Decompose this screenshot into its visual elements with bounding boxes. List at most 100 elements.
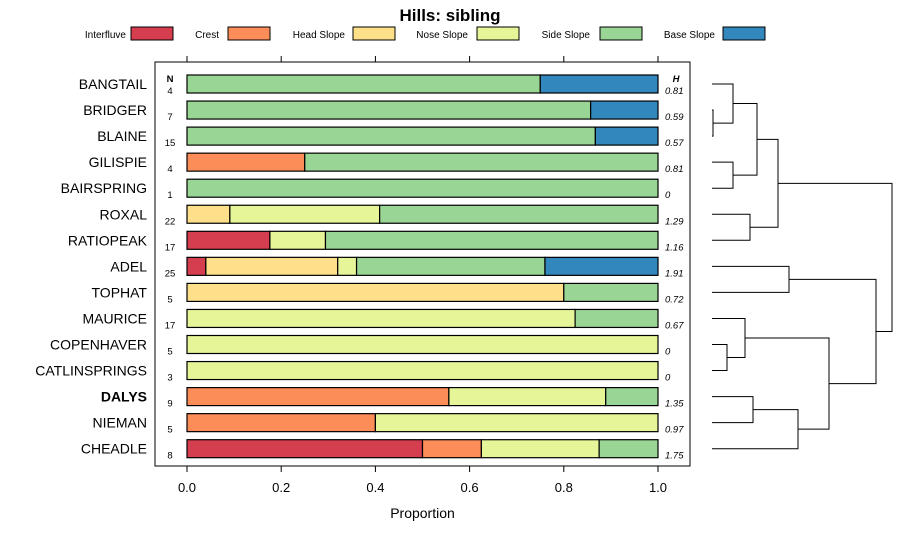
x-tick-label-4: 0.8	[555, 480, 573, 495]
dendrogram-link-9	[712, 409, 799, 450]
dendrogram-link-3	[733, 103, 758, 176]
row-h-copenhaver: 0	[665, 347, 671, 358]
dendrogram-link-4	[712, 213, 751, 241]
row-n-blaine: 15	[165, 138, 176, 149]
row-label-adel: ADEL	[110, 258, 147, 274]
dendrogram-link-11	[712, 265, 790, 293]
bar-segment-bridger-5	[590, 100, 659, 120]
row-n-tophat: 5	[167, 294, 172, 305]
row-n-dalys: 9	[167, 399, 172, 410]
row-label-cheadle: CHEADLE	[81, 441, 147, 457]
x-tick-label-3: 0.6	[461, 480, 479, 495]
bar-segment-cheadle-4	[598, 439, 659, 459]
row-label-copenhaver: COPENHAVER	[50, 337, 147, 353]
bar-segment-roxal-3	[229, 204, 381, 224]
legend: Interfluve Crest Head Slope Nose Slope Side …	[85, 26, 766, 41]
bar-segment-dalys-3	[448, 387, 607, 407]
bar-segment-cheadle-3	[480, 439, 600, 459]
dendrogram-link-8	[712, 396, 754, 424]
bar-segment-ratiopeak-3	[269, 230, 327, 250]
row-h-catlinsprings: 0	[665, 373, 671, 384]
row-label-catlinsprings: CATLINSPRINGS	[35, 363, 147, 379]
bar-segment-maurice-4	[574, 308, 659, 329]
bar-segment-bangtail-4	[186, 74, 541, 94]
h-column-header: H	[673, 74, 681, 85]
row-h-nieman: 0.97	[665, 425, 684, 436]
row-h-roxal: 1.29	[665, 216, 684, 227]
legend-label-0: Interfluve	[85, 30, 127, 41]
row-label-nieman: NIEMAN	[93, 415, 147, 431]
dendrogram-link-5	[750, 138, 779, 228]
x-tick-label-0: 0.0	[178, 480, 196, 495]
row-h-maurice: 0.67	[665, 320, 684, 331]
bar-segment-copenhaver-3	[186, 334, 659, 355]
bar-segment-nieman-3	[374, 413, 659, 433]
bar-segment-blaine-5	[594, 126, 659, 146]
dendrogram-link-0	[712, 109, 714, 137]
x-axis-title: Proportion	[390, 505, 455, 521]
dendrogram-link-7	[712, 317, 746, 359]
row-label-bangtail: BANGTAIL	[79, 76, 147, 92]
bar-segment-roxal-4	[379, 204, 659, 224]
row-n-gilispie: 4	[167, 164, 172, 175]
row-label-blaine: BLAINE	[97, 128, 147, 144]
legend-swatch-0	[130, 26, 174, 41]
row-h-ratiopeak: 1.16	[665, 242, 684, 253]
bar-segment-blaine-4	[186, 126, 596, 146]
chart-title: Hills: sibling	[399, 6, 500, 25]
bar-segment-catlinsprings-3	[186, 360, 659, 381]
bar-segment-adel-2	[205, 256, 339, 276]
row-label-ratiopeak: RATIOPEAK	[68, 232, 148, 248]
legend-swatch-2	[352, 26, 396, 41]
row-label-bridger: BRIDGER	[83, 102, 147, 118]
bar-segment-dalys-4	[605, 387, 659, 407]
row-h-gilispie: 0.81	[665, 164, 684, 175]
row-n-nieman: 5	[167, 425, 172, 436]
bar-segment-cheadle-1	[421, 439, 482, 459]
dendrogram-link-12	[789, 278, 877, 385]
row-h-bridger: 0.59	[665, 112, 684, 123]
row-h-blaine: 0.57	[665, 138, 684, 149]
bar-segment-dalys-1	[186, 387, 450, 407]
bar-segment-ratiopeak-4	[324, 230, 659, 250]
dendrogram-link-10	[745, 337, 830, 430]
row-n-maurice: 17	[165, 320, 176, 331]
row-label-dalys: DALYS	[101, 389, 147, 405]
row-h-bairspring: 0	[665, 190, 671, 201]
bar-segment-nieman-1	[186, 413, 376, 433]
bars-group	[186, 74, 659, 459]
x-tick-label-5: 1.0	[649, 480, 667, 495]
row-n-roxal: 22	[165, 216, 176, 227]
legend-label-5: Base Slope	[664, 30, 716, 41]
row-n-bridger: 7	[167, 112, 172, 123]
bar-segment-ratiopeak-0	[186, 230, 271, 250]
bar-segment-bangtail-5	[539, 74, 659, 94]
legend-swatch-4	[599, 26, 643, 41]
bar-segment-cheadle-0	[186, 439, 424, 459]
x-tick-label-2: 0.4	[366, 480, 384, 495]
row-n-ratiopeak: 17	[165, 242, 176, 253]
legend-swatch-1	[227, 26, 271, 41]
x-axis: 0.0 0.2 0.4 0.6 0.8 1.0	[178, 56, 667, 495]
plot-frame	[154, 61, 691, 467]
bar-segment-gilispie-4	[304, 152, 659, 172]
legend-swatch-5	[722, 26, 766, 41]
bar-segment-bairspring-4	[186, 178, 659, 198]
row-n-bangtail: 4	[167, 86, 172, 97]
bar-segment-adel-3	[337, 256, 358, 276]
legend-swatch-3	[476, 26, 520, 41]
bar-segment-tophat-4	[563, 282, 659, 302]
row-label-maurice: MAURICE	[82, 310, 147, 326]
dendrogram-link-13	[778, 182, 893, 332]
dendrogram-link-1	[712, 83, 734, 124]
dendrogram-link-6	[712, 344, 728, 372]
row-n-bairspring: 1	[167, 190, 172, 201]
bar-segment-gilispie-1	[186, 152, 306, 172]
row-n-catlinsprings: 3	[167, 373, 172, 384]
dendrogram-link-2	[712, 161, 734, 189]
legend-label-2: Head Slope	[293, 30, 346, 41]
row-label-bairspring: BAIRSPRING	[61, 180, 147, 196]
n-column-header: N	[167, 74, 174, 85]
